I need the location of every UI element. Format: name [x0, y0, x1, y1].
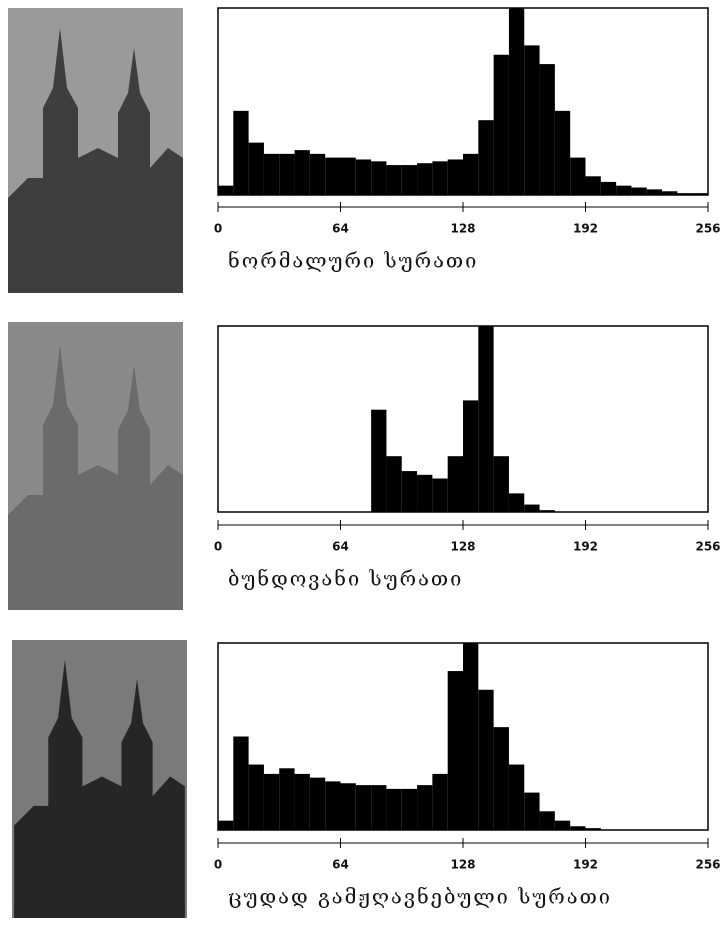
bar	[248, 142, 264, 195]
bar	[386, 456, 402, 512]
x-tick-label: 192	[573, 222, 598, 236]
caption: ბუნდოვანი სურათი	[228, 567, 463, 591]
bar	[294, 773, 310, 830]
bar	[447, 671, 463, 830]
bar	[554, 110, 571, 195]
bar	[432, 478, 448, 512]
bar	[340, 157, 356, 195]
bar	[371, 409, 387, 512]
bar	[463, 153, 479, 195]
bar	[325, 781, 341, 830]
bar	[616, 185, 632, 195]
bar	[463, 400, 479, 512]
bar	[508, 764, 525, 830]
bar	[570, 826, 586, 830]
bar	[432, 773, 448, 830]
bar	[263, 153, 280, 195]
bar	[478, 120, 494, 195]
bar	[585, 176, 601, 195]
bar	[524, 45, 540, 196]
bar	[646, 189, 663, 195]
bar	[417, 785, 433, 830]
bar	[417, 163, 433, 195]
bar	[478, 689, 494, 830]
photo-low-contrast	[8, 322, 183, 610]
bar	[508, 8, 525, 195]
bar	[631, 187, 647, 195]
bar	[309, 777, 326, 830]
bar	[294, 150, 310, 195]
bar	[570, 157, 586, 195]
bar	[371, 785, 387, 830]
bar	[539, 811, 555, 830]
bar	[325, 157, 341, 195]
bar	[585, 828, 601, 830]
x-tick-label: 192	[573, 858, 598, 872]
bar	[478, 326, 494, 512]
bar	[386, 165, 402, 195]
bar	[539, 510, 555, 512]
bar	[263, 773, 280, 830]
x-tick-label: 0	[214, 222, 222, 236]
x-tick-label: 128	[450, 222, 475, 236]
bar	[493, 456, 509, 512]
photo-underexposed	[12, 640, 187, 918]
bar	[417, 474, 433, 512]
bar	[600, 181, 617, 195]
bar	[524, 792, 540, 830]
bar	[554, 820, 571, 830]
caption: ნორმალური სურათი	[228, 249, 478, 273]
x-tick-label: 0	[214, 858, 222, 872]
x-tick-label: 64	[332, 858, 349, 872]
bar	[692, 193, 708, 195]
x-tick-label: 256	[695, 540, 720, 554]
x-tick-label: 64	[332, 540, 349, 554]
x-tick-label: 0	[214, 540, 222, 554]
bar	[371, 161, 387, 195]
bar	[677, 193, 693, 195]
bar	[447, 159, 463, 195]
bar	[340, 783, 356, 830]
photo-normal	[8, 8, 183, 293]
caption: ცუდად გამჟღავნებული სურათი	[228, 885, 612, 909]
bar	[432, 161, 448, 195]
bar	[248, 764, 264, 830]
bar	[309, 153, 326, 195]
bar	[355, 159, 372, 195]
bar	[524, 504, 540, 512]
bar	[493, 727, 509, 830]
bar	[463, 643, 479, 830]
x-tick-label: 256	[695, 858, 720, 872]
x-tick-label: 192	[573, 540, 598, 554]
bar	[539, 64, 555, 195]
bar	[447, 456, 463, 512]
bar	[233, 736, 249, 830]
bar	[279, 153, 295, 195]
bar	[508, 493, 525, 512]
x-tick-label: 256	[695, 222, 720, 236]
x-tick-label: 64	[332, 222, 349, 236]
bar	[218, 820, 234, 830]
bar	[218, 185, 234, 195]
x-tick-label: 128	[450, 540, 475, 554]
bar	[401, 788, 418, 830]
bar	[386, 788, 402, 830]
bar	[662, 191, 678, 195]
bar	[493, 54, 509, 195]
x-tick-label: 128	[450, 858, 475, 872]
bar	[401, 165, 418, 195]
bar	[401, 471, 418, 512]
bar	[233, 110, 249, 195]
bar	[355, 785, 372, 830]
bar	[279, 768, 295, 830]
